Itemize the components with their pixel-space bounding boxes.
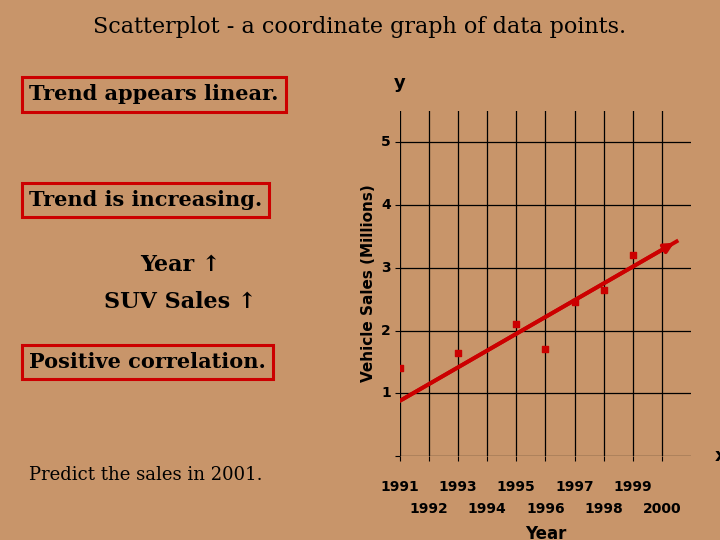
Text: Scatterplot - a coordinate graph of data points.: Scatterplot - a coordinate graph of data…: [94, 16, 626, 38]
Text: y: y: [394, 74, 405, 92]
Text: SUV Sales ↑: SUV Sales ↑: [104, 292, 256, 313]
Point: [598, 286, 609, 294]
Text: 1997: 1997: [555, 480, 594, 494]
Text: 1993: 1993: [438, 480, 477, 494]
Text: 2000: 2000: [643, 502, 681, 516]
Point: [539, 345, 551, 354]
Point: [452, 348, 464, 357]
Text: Year: Year: [525, 525, 566, 540]
Text: Trend appears linear.: Trend appears linear.: [29, 84, 279, 105]
Text: 5: 5: [381, 135, 391, 149]
Point: [510, 320, 522, 329]
Text: 1998: 1998: [585, 502, 623, 516]
Text: Predict the sales in 2001.: Predict the sales in 2001.: [29, 466, 262, 484]
Text: Trend is increasing.: Trend is increasing.: [29, 190, 262, 210]
Text: 1: 1: [381, 387, 391, 401]
Point: [394, 364, 405, 373]
Text: 1991: 1991: [380, 480, 419, 494]
Text: x: x: [714, 447, 720, 465]
Text: 1994: 1994: [468, 502, 506, 516]
Text: 1995: 1995: [497, 480, 536, 494]
Text: 4: 4: [381, 198, 391, 212]
Point: [569, 298, 580, 307]
Text: 2: 2: [381, 323, 391, 338]
Text: 1999: 1999: [613, 480, 652, 494]
Text: 1996: 1996: [526, 502, 564, 516]
Text: Positive correlation.: Positive correlation.: [29, 352, 266, 372]
Text: 1992: 1992: [410, 502, 448, 516]
Text: 3: 3: [381, 261, 391, 275]
Text: Year ↑: Year ↑: [140, 254, 220, 275]
Point: [627, 251, 639, 260]
Text: Vehicle Sales (Millions): Vehicle Sales (Millions): [361, 185, 376, 382]
